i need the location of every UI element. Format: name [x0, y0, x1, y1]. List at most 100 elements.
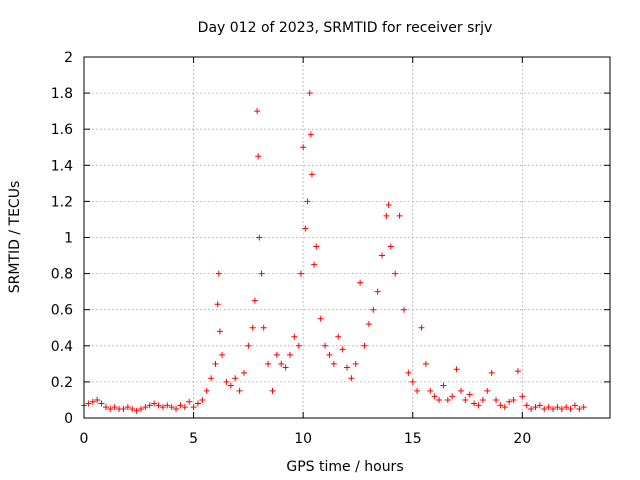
data-point [361, 342, 368, 349]
data-point [541, 405, 548, 412]
data-point [545, 404, 552, 411]
data-point [344, 364, 350, 371]
data-point [307, 131, 314, 138]
data-point [236, 387, 243, 394]
data-point [444, 396, 451, 403]
data-point [282, 364, 289, 371]
data-point [567, 405, 574, 412]
data-point [563, 404, 570, 411]
data-point [475, 402, 482, 409]
data-point [254, 108, 261, 115]
data-point [214, 301, 221, 308]
y-tick-label: 0.4 [51, 339, 73, 355]
data-point [129, 405, 136, 412]
data-point [506, 398, 513, 405]
data-point [409, 378, 416, 385]
data-point [571, 402, 578, 409]
data-point [387, 243, 394, 250]
y-axis-label: SRMTID / TECUs [7, 181, 23, 294]
data-point [232, 375, 239, 382]
data-point [357, 279, 364, 286]
y-tick-label: 1 [64, 231, 73, 247]
y-tick-label: 2 [64, 50, 73, 66]
data-point [133, 407, 140, 414]
data-point [240, 369, 247, 376]
data-point [550, 405, 557, 412]
data-point [379, 252, 386, 259]
data-point [258, 270, 265, 277]
data-point [580, 404, 587, 411]
data-point [273, 351, 280, 358]
data-point [427, 387, 434, 394]
data-point [576, 405, 583, 412]
data-point [488, 369, 495, 376]
x-tick-label: 20 [513, 431, 531, 447]
data-point [365, 321, 372, 328]
data-point [159, 404, 166, 411]
data-point [313, 243, 320, 250]
data-point [124, 404, 131, 411]
data-point [352, 360, 359, 367]
data-point [212, 360, 219, 367]
data-point [400, 306, 407, 313]
data-point [173, 405, 180, 412]
data-point [85, 400, 92, 407]
data-point [322, 342, 329, 349]
x-tick-label: 15 [404, 431, 422, 447]
y-tick-label: 1.8 [51, 86, 73, 102]
data-point [497, 402, 504, 409]
data-point [111, 404, 118, 411]
data-point [251, 297, 258, 304]
data-point [339, 346, 346, 353]
data-point [523, 402, 530, 409]
data-point [396, 212, 403, 219]
y-tick-label: 0.8 [51, 267, 73, 283]
data-point [186, 398, 193, 405]
data-point [287, 351, 294, 358]
data-point [317, 315, 324, 322]
data-point [414, 387, 421, 394]
data-point [374, 288, 381, 295]
data-point [471, 400, 478, 407]
data-point [311, 261, 318, 268]
y-tick-label: 1.4 [51, 158, 73, 174]
data-point [219, 351, 226, 358]
data-point [514, 368, 521, 375]
data-point [142, 404, 149, 411]
data-point [302, 225, 309, 232]
data-point [466, 391, 473, 398]
data-point [297, 270, 304, 277]
data-points [81, 90, 587, 414]
y-tick-label: 1.2 [51, 194, 73, 210]
data-point [348, 375, 355, 382]
data-point [308, 171, 315, 178]
data-point [304, 198, 311, 205]
y-tick-label: 0 [64, 411, 73, 427]
data-point [519, 393, 526, 400]
data-point [215, 270, 222, 277]
data-point [98, 400, 105, 407]
y-tick-label: 1.6 [51, 122, 73, 138]
data-point [440, 382, 447, 389]
data-point [107, 405, 114, 412]
data-point [255, 153, 262, 160]
data-point [453, 366, 460, 373]
data-point [199, 396, 206, 403]
axis-ticks: 00.20.40.60.811.21.41.61.820 5 10 15 20 [51, 50, 610, 447]
chart-title: Day 012 of 2023, SRMTID for receiver srj… [198, 20, 493, 36]
data-point [291, 333, 298, 340]
data-point [528, 405, 535, 412]
data-point [330, 360, 337, 367]
data-point [501, 404, 508, 411]
data-point [510, 396, 517, 403]
data-point [431, 393, 438, 400]
data-point [385, 202, 392, 209]
data-point [300, 144, 307, 151]
data-point [335, 333, 342, 340]
data-point [249, 324, 256, 331]
data-point [256, 234, 263, 241]
data-point [177, 402, 184, 409]
data-point [151, 400, 158, 407]
data-point [194, 400, 201, 407]
